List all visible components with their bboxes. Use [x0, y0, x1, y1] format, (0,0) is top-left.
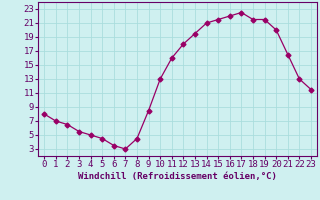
X-axis label: Windchill (Refroidissement éolien,°C): Windchill (Refroidissement éolien,°C) — [78, 172, 277, 181]
